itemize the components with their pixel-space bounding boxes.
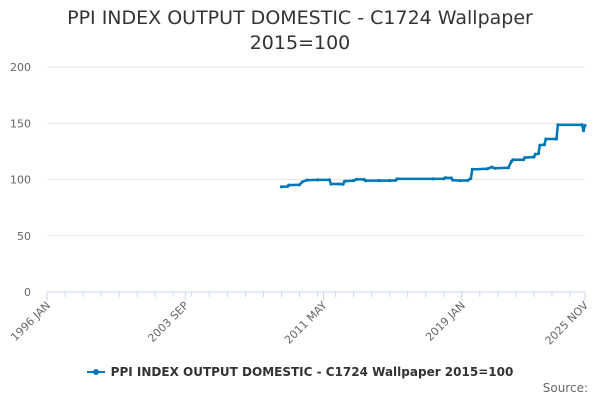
data-point	[554, 137, 559, 141]
data-point	[315, 178, 320, 182]
source-link[interactable]: Source:	[542, 381, 588, 395]
data-point	[532, 155, 536, 159]
data-point	[470, 167, 474, 171]
data-point	[352, 179, 356, 183]
data-point	[556, 123, 560, 127]
data-point	[542, 143, 547, 147]
y-tick-label: 0	[24, 286, 31, 299]
data-point	[451, 178, 455, 182]
data-point	[580, 123, 584, 127]
data-point	[533, 152, 538, 156]
data-point	[581, 129, 586, 133]
legend-label: PPI INDEX OUTPUT DOMESTIC - C1724 Wallpa…	[110, 365, 514, 379]
y-tick-label: 200	[10, 61, 31, 74]
chart-title-line-1: PPI INDEX OUTPUT DOMESTIC - C1724 Wallpa…	[67, 7, 533, 29]
data-point	[279, 185, 283, 189]
data-point	[341, 182, 345, 186]
data-point	[355, 177, 359, 181]
data-point	[493, 166, 497, 170]
data-point	[490, 165, 494, 169]
data-point	[511, 158, 515, 162]
data-point	[336, 182, 341, 186]
x-tick-label: 1996 JAN	[8, 299, 53, 344]
data-point	[506, 166, 510, 170]
data-point	[538, 143, 542, 147]
data-point	[458, 179, 462, 183]
data-point	[395, 177, 399, 181]
y-tick-label: 150	[10, 117, 31, 130]
legend-swatch-icon	[86, 367, 105, 377]
x-tick-label: 2003 SEP	[145, 299, 191, 345]
x-tick-label: 2019 JAN	[423, 299, 468, 344]
chart-title-line-2: 2015=100	[249, 32, 351, 54]
data-point	[523, 156, 527, 160]
y-tick-label: 50	[17, 230, 31, 243]
x-tick-label: 2025 NOV	[543, 299, 592, 348]
data-point	[364, 179, 368, 183]
data-point	[287, 183, 291, 187]
data-point	[469, 176, 473, 180]
data-point	[327, 178, 332, 182]
y-tick-label: 100	[10, 174, 31, 187]
data-point	[431, 177, 435, 181]
data-point	[536, 152, 541, 156]
data-point	[297, 183, 302, 187]
x-tick-label: 2011 MAY	[282, 299, 330, 347]
data-point	[485, 167, 489, 171]
data-point	[329, 182, 333, 186]
data-point	[443, 176, 447, 180]
legend[interactable]: PPI INDEX OUTPUT DOMESTIC - C1724 Wallpa…	[0, 365, 600, 380]
data-point	[388, 179, 392, 183]
data-point	[466, 178, 470, 182]
data-point	[300, 180, 305, 184]
chart-title: PPI INDEX OUTPUT DOMESTIC - C1724 Wallpa…	[0, 6, 600, 56]
data-point	[583, 123, 587, 128]
data-point	[377, 179, 381, 183]
data-point	[305, 178, 309, 182]
data-point	[343, 179, 347, 183]
data-point	[544, 137, 548, 141]
